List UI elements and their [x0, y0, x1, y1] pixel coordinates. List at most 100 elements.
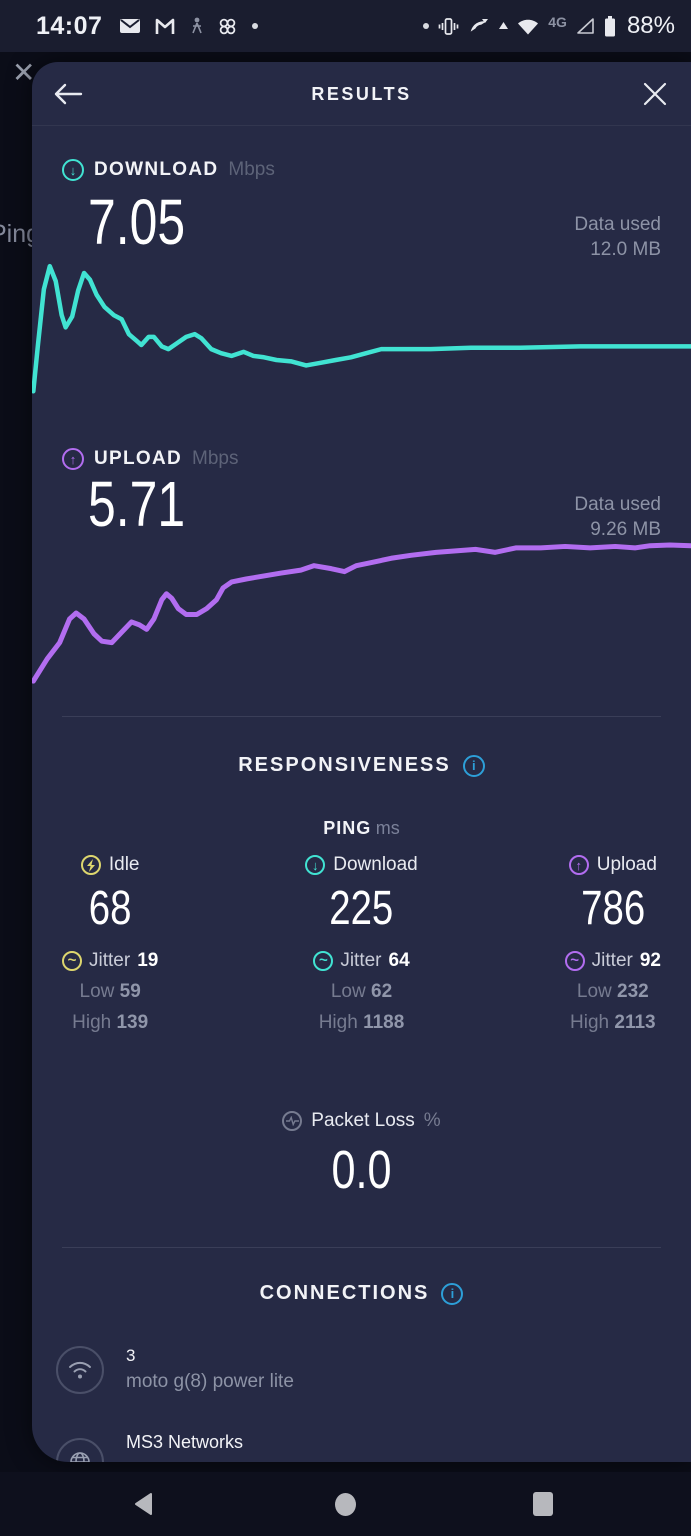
- upload-label: UPLOAD: [94, 448, 183, 469]
- upload-unit: Mbps: [192, 448, 239, 469]
- download-unit: Mbps: [228, 159, 275, 180]
- high-label: High: [318, 1012, 358, 1033]
- connection-subtitle: moto g(8) power lite: [126, 1371, 294, 1392]
- mail-icon: [120, 19, 141, 33]
- connections-title: CONNECTIONS: [259, 1282, 430, 1304]
- download-arrow-icon: [62, 159, 84, 181]
- page-title: RESULTS: [311, 84, 412, 104]
- data-used-value: 9.26 MB: [590, 519, 661, 540]
- battery-icon: [604, 15, 615, 36]
- ping-download-value: 225: [329, 882, 394, 935]
- ping-col-name: Idle: [108, 854, 140, 875]
- close-icon: [643, 82, 667, 106]
- jitter-value: 19: [137, 950, 159, 971]
- download-value: 7.05: [88, 186, 186, 258]
- high-value: 1188: [363, 1012, 405, 1033]
- upload-data-used: Data used 9.26 MB: [574, 492, 661, 542]
- ping-col-name: Download: [333, 854, 418, 875]
- ping-upload-value: 786: [580, 882, 645, 935]
- jitter-label: Jitter: [591, 950, 633, 971]
- info-icon[interactable]: [441, 1282, 464, 1305]
- upload-arrow-icon: [568, 855, 589, 875]
- ping-unit: ms: [375, 818, 400, 838]
- upload-arrow-icon: [62, 448, 84, 470]
- packet-loss-label: Packet Loss: [311, 1110, 415, 1131]
- photos-pinwheel-icon: [220, 18, 236, 34]
- connection-item-isp: MS3 Networks: [56, 1430, 243, 1462]
- jitter-value: 64: [388, 950, 410, 971]
- back-arrow-icon: [54, 83, 83, 105]
- high-label: High: [72, 1012, 112, 1033]
- section-divider: [62, 716, 661, 717]
- low-value: 59: [119, 981, 141, 1002]
- cellular-signal-icon: [577, 18, 594, 34]
- back-triangle-icon: [135, 1493, 152, 1515]
- low-label: Low: [79, 981, 115, 1002]
- data-used-value: 12.0 MB: [590, 239, 661, 260]
- ping-label: PING: [323, 818, 372, 838]
- low-value: 232: [617, 981, 649, 1002]
- ping-col-upload: Upload 786 Jitter 92 Low 232 High 2113: [564, 854, 661, 1034]
- back-button[interactable]: [48, 72, 88, 116]
- notification-dot: [252, 23, 259, 29]
- android-nav-bar: [0, 1472, 691, 1536]
- download-data-used: Data used 12.0 MB: [574, 212, 661, 262]
- jitter-icon: [62, 951, 82, 971]
- ping-col-name: Upload: [596, 854, 657, 875]
- nav-back-button[interactable]: [103, 1472, 183, 1536]
- data-used-label: Data used: [574, 494, 661, 515]
- ping-col-download: Download 225 Jitter 64 Low 62 High 1188: [305, 854, 418, 1034]
- ping-col-idle: Idle 68 Jitter 19 Low 59 High 139: [62, 854, 158, 1034]
- wifi-icon: [518, 19, 539, 34]
- download-speed-chart: [32, 258, 691, 394]
- upload-value: 5.71: [88, 468, 186, 540]
- responsiveness-heading: RESPONSIVENESS: [32, 754, 691, 777]
- ping-idle-value: 68: [88, 882, 132, 935]
- ping-columns: Idle 68 Jitter 19 Low 59 High 139 Downlo…: [62, 854, 661, 1034]
- idle-bolt-icon: [80, 855, 101, 875]
- clock: 14:07: [36, 11, 103, 40]
- gmail-icon: [156, 18, 175, 34]
- nav-recents-button[interactable]: [503, 1472, 583, 1536]
- jitter-value: 92: [639, 950, 661, 971]
- high-value: 2113: [614, 1012, 656, 1033]
- battery-percent: 88%: [626, 12, 675, 39]
- connections-heading: CONNECTIONS: [32, 1282, 691, 1305]
- background-close-icon: ✕: [12, 57, 36, 88]
- low-label: Low: [576, 981, 612, 1002]
- wifi-icon: [56, 1346, 104, 1394]
- results-card: RESULTS DOWNLOAD Mbps 7.05 Data used 12.…: [32, 62, 691, 1462]
- upload-speed-chart: [32, 542, 691, 690]
- android-status-bar: 14:07 4G 88%: [0, 0, 691, 52]
- notification-dot: [423, 23, 430, 29]
- recents-square-icon: [533, 1492, 553, 1516]
- download-label-row: DOWNLOAD Mbps: [62, 159, 275, 181]
- network-type-badge: 4G: [548, 14, 567, 30]
- jitter-icon: [564, 951, 585, 971]
- packet-loss-pulse-icon: [282, 1111, 303, 1131]
- section-divider: [62, 1247, 661, 1248]
- data-used-label: Data used: [574, 214, 661, 235]
- packet-loss-block: Packet Loss % 0.0: [32, 1110, 691, 1200]
- close-button[interactable]: [635, 72, 675, 116]
- packet-loss-unit: %: [423, 1110, 441, 1131]
- nav-home-button[interactable]: [305, 1472, 385, 1536]
- high-value: 139: [116, 1012, 149, 1033]
- responsiveness-title: RESPONSIVENESS: [238, 754, 451, 776]
- globe-icon: [56, 1438, 104, 1462]
- home-circle-icon: [334, 1492, 356, 1516]
- download-label: DOWNLOAD: [94, 159, 219, 180]
- connection-item-network: 3 moto g(8) power lite: [56, 1346, 294, 1394]
- results-header: RESULTS: [32, 62, 691, 126]
- jitter-label: Jitter: [89, 950, 131, 971]
- connection-title: MS3 Networks: [126, 1432, 244, 1452]
- wifi-calling-icon: [470, 19, 489, 32]
- info-icon[interactable]: [462, 754, 485, 777]
- low-value: 62: [371, 981, 393, 1002]
- connection-title: 3: [126, 1346, 136, 1365]
- vibrate-icon: [438, 17, 459, 35]
- data-arrow-icon: [499, 21, 509, 29]
- person-icon: [192, 17, 203, 34]
- low-label: Low: [330, 981, 366, 1002]
